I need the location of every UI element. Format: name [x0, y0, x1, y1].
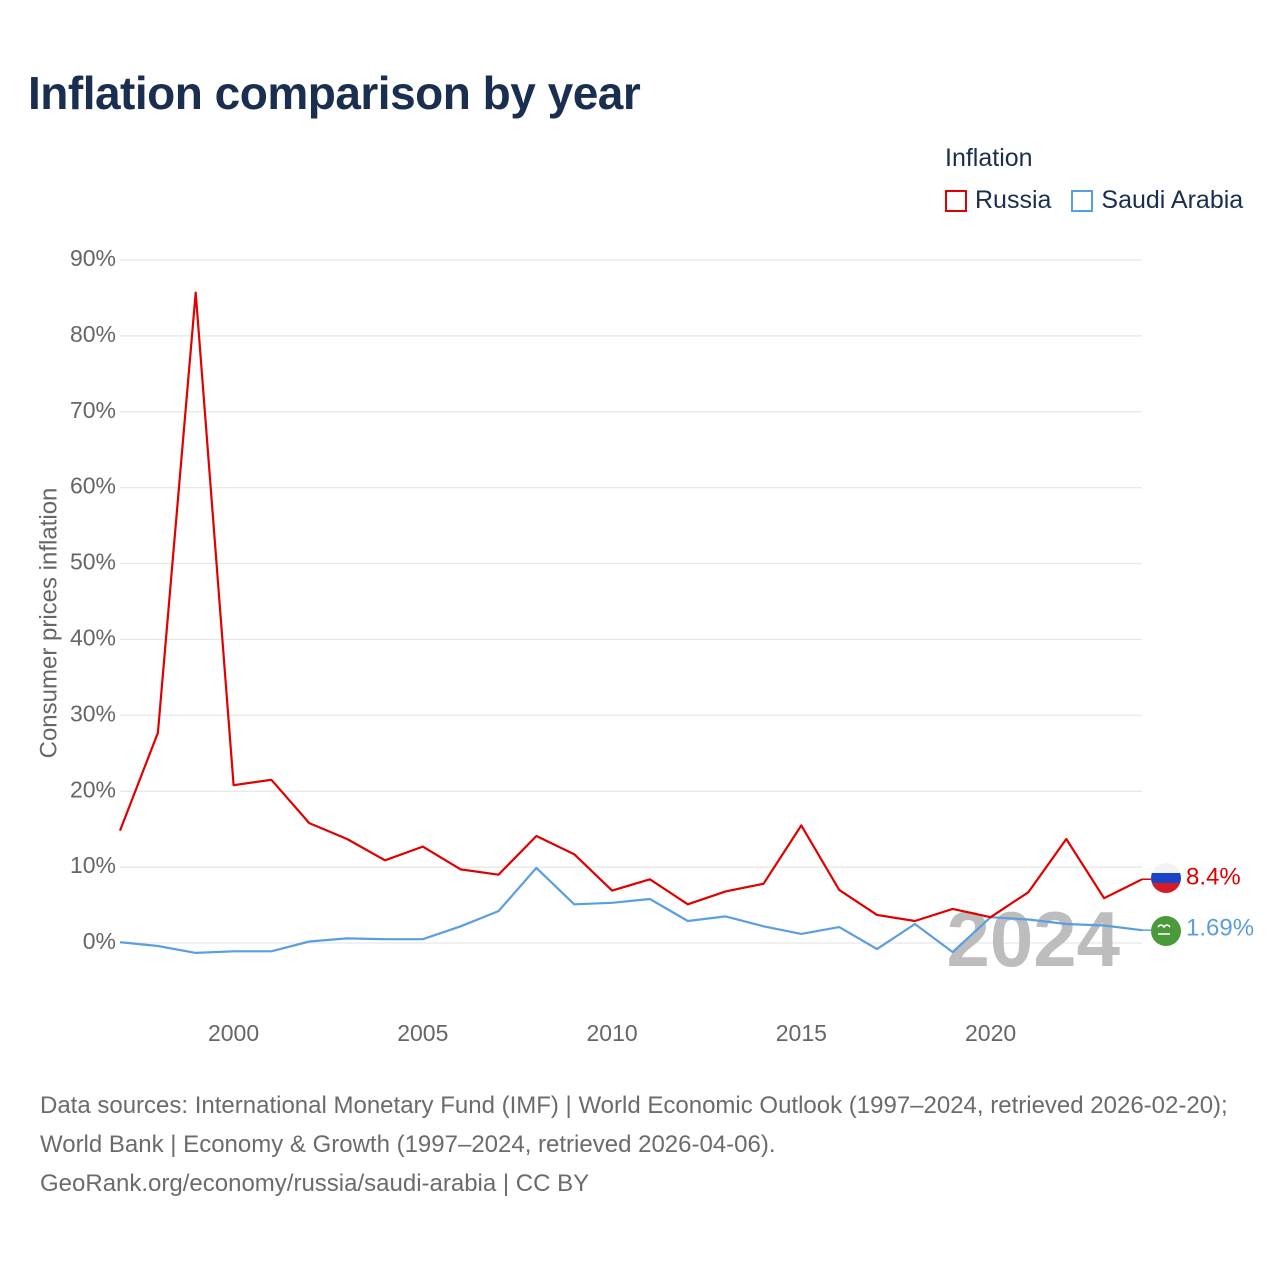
x-tick-label: 2000	[208, 1020, 259, 1046]
end-label-russia: 8.4%	[1186, 863, 1241, 890]
y-axis-label: Consumer prices inflation	[35, 488, 62, 759]
source-text: Data sources: International Monetary Fun…	[40, 1092, 1228, 1158]
y-tick-label: 10%	[70, 852, 116, 878]
x-tick-label: 2005	[397, 1020, 448, 1046]
series-line-russia[interactable]	[118, 291, 1143, 923]
saudi-arabia-flag-icon	[1151, 916, 1181, 946]
legend-label-russia: Russia	[975, 186, 1052, 214]
y-tick-label: 50%	[70, 549, 116, 575]
y-tick-label: 70%	[70, 397, 116, 423]
y-tick-label: 0%	[83, 928, 116, 954]
series-lines	[118, 291, 1151, 955]
source-note: Data sources: International Monetary Fun…	[40, 1086, 1250, 1203]
year-watermark: 2024	[946, 895, 1120, 983]
x-axis-ticks: 2000 2005 2010 2015 2020	[208, 1020, 1016, 1046]
legend-label-saudi-arabia: Saudi Arabia	[1101, 186, 1244, 214]
y-tick-label: 30%	[70, 700, 116, 726]
x-tick-label: 2010	[586, 1020, 637, 1046]
series-line-saudi-arabia[interactable]	[119, 866, 1143, 955]
y-tick-label: 90%	[70, 245, 116, 271]
y-tick-label: 60%	[70, 473, 116, 499]
gridlines	[120, 259, 1142, 944]
y-tick-label: 20%	[70, 776, 116, 802]
legend-item-russia[interactable]: Russia	[945, 186, 1051, 215]
legend: Russia Saudi Arabia	[945, 186, 1243, 215]
end-markers	[1151, 863, 1181, 946]
end-label-saudi-arabia: 1.69%	[1186, 914, 1254, 941]
source-credit[interactable]: GeoRank.org/economy/russia/saudi-arabia …	[40, 1170, 590, 1197]
legend-heading: Inflation	[945, 144, 1033, 172]
russia-flag-icon	[1151, 863, 1181, 893]
legend-item-saudi-arabia[interactable]: Saudi Arabia	[1071, 186, 1243, 215]
y-axis-ticks: 0% 10% 20% 30% 40% 50% 60% 70% 80% 90%	[70, 245, 116, 954]
chart-title: Inflation comparison by year	[28, 67, 641, 119]
legend-swatch-russia	[945, 189, 967, 212]
x-tick-label: 2020	[965, 1020, 1016, 1046]
x-tick-label: 2015	[776, 1020, 827, 1046]
y-tick-label: 40%	[70, 625, 116, 651]
y-tick-label: 80%	[70, 321, 116, 347]
legend-swatch-saudi-arabia	[1071, 189, 1094, 212]
